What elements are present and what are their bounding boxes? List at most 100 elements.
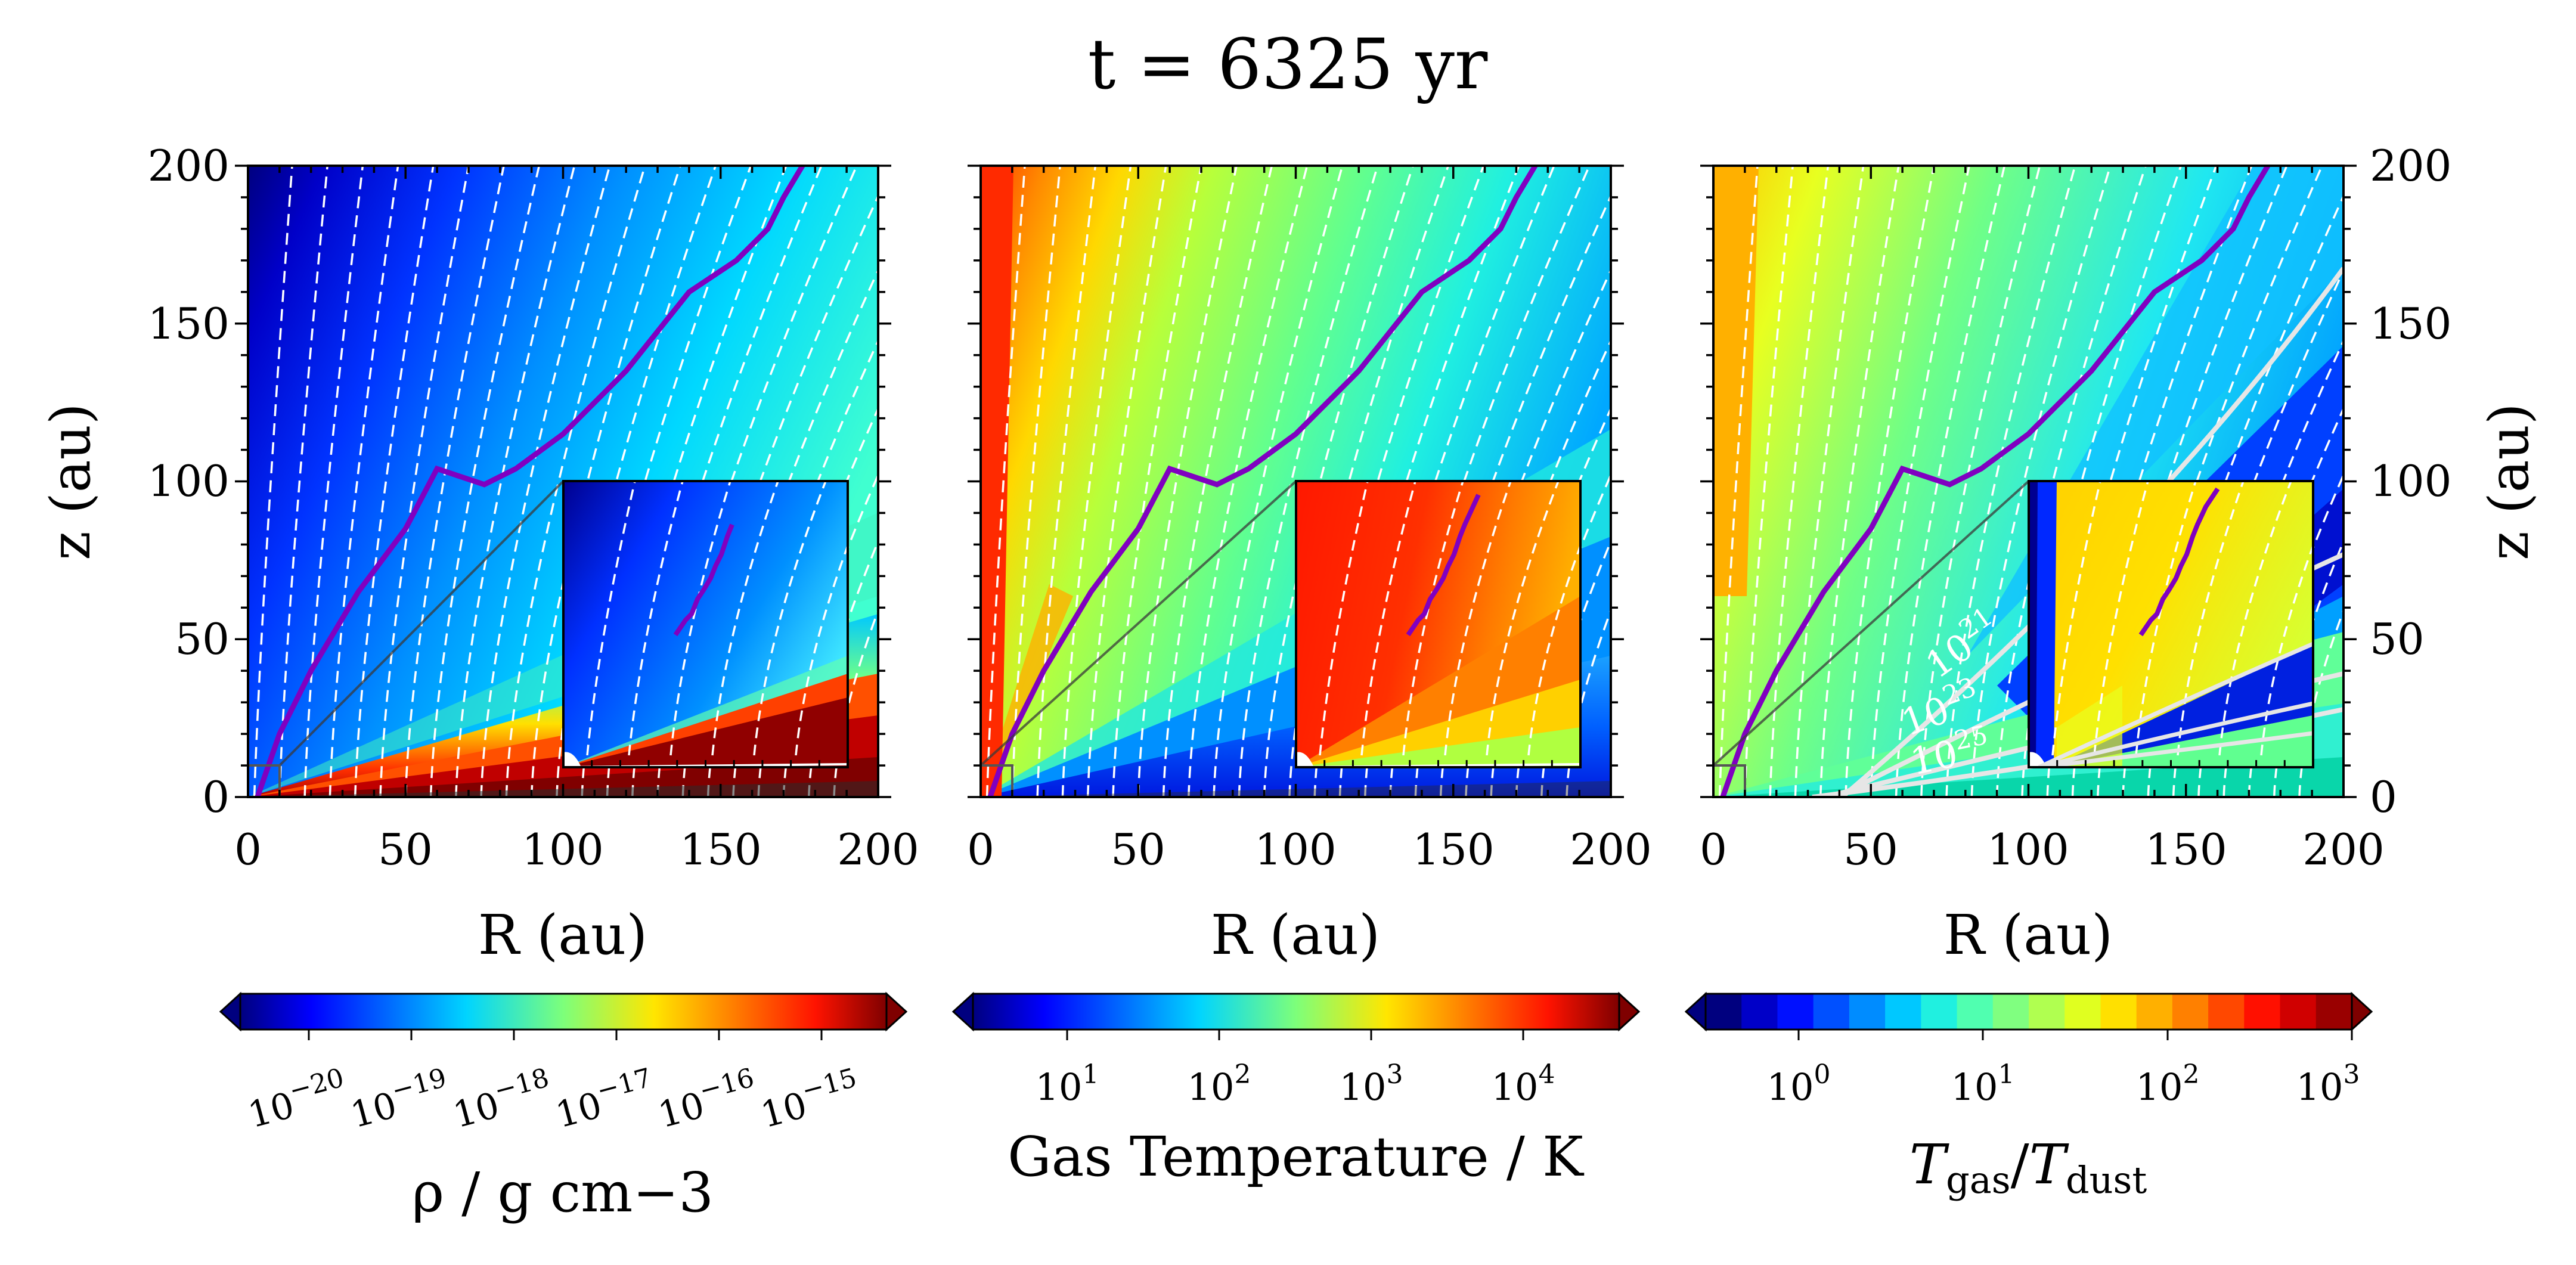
colorbar-tick-label: 10−17 xyxy=(550,1062,660,1136)
colorbar-tick-label: 102 xyxy=(2136,1059,2200,1109)
temperature-inset-connector xyxy=(979,480,1297,767)
ratio-inset-connector xyxy=(1712,480,2030,767)
density-panel: 0 50 100 150 200 0 50 100 150 200 R (au)… xyxy=(39,141,919,967)
streamline xyxy=(985,166,1026,797)
density-colorbar-tick-labels: 10−20 10−19 10−18 10−17 10−16 10−15 xyxy=(242,1062,865,1136)
density-colorbar-extend-low xyxy=(219,991,241,1032)
colorbar-tick-label: 100 xyxy=(1767,1059,1831,1109)
streamline xyxy=(1845,166,1935,797)
colorbar-tick-label: 10−19 xyxy=(345,1062,455,1136)
streamline xyxy=(278,166,328,797)
inset-streamline xyxy=(1319,481,1369,756)
ratio-xtick-label: 50 xyxy=(1843,824,1898,875)
density-inset-streamlines xyxy=(586,481,848,756)
inset-streamline xyxy=(586,481,636,756)
density-colorbar-ticks xyxy=(308,1030,823,1040)
inset-streamline xyxy=(669,481,731,756)
density-xtick-label: 100 xyxy=(522,824,603,875)
ratio-ylabel: z (au) xyxy=(2477,403,2541,560)
contour-label-base: 10 xyxy=(1907,731,1961,784)
inset-streamline xyxy=(2260,542,2313,756)
ratio-inset-purple-boundary xyxy=(2138,487,2220,637)
density-colorbar: 10−20 10−19 10−18 10−17 10−16 10−15 ρ / … xyxy=(219,991,908,1224)
density-inset xyxy=(562,480,849,768)
ratio-ytick-label: 50 xyxy=(2370,614,2425,664)
temperature-xtick-labels: 0 50 100 150 200 xyxy=(967,824,1652,875)
colorbar-segment xyxy=(1706,994,1743,1030)
streamline xyxy=(1036,166,1097,797)
colorbar-segment xyxy=(2136,994,2173,1030)
streamline xyxy=(429,166,541,797)
ratio-colorbar-ticks xyxy=(1797,1030,2353,1040)
temperature-colorbar-extend-low xyxy=(951,991,974,1032)
density-inset-connector xyxy=(278,480,565,767)
density-ticks xyxy=(235,165,891,798)
ratio-contour-labels: 1021 1023 1025 xyxy=(1896,602,1998,784)
streamline xyxy=(1188,166,1309,797)
temperature-inset xyxy=(1295,480,1582,768)
streamline xyxy=(1718,166,1759,797)
colorbar-segment xyxy=(1992,994,2029,1030)
inset-streamline xyxy=(628,481,684,756)
temperature-xtick-label: 150 xyxy=(1412,824,1494,875)
colorbar-tick-label: 104 xyxy=(1492,1059,1555,1109)
streamline xyxy=(1819,166,1900,797)
streamline xyxy=(379,166,470,797)
ratio-xtick-label: 100 xyxy=(1987,824,2069,875)
temperature-purple-boundary xyxy=(987,166,1538,797)
streamline xyxy=(1920,166,2041,797)
inset-streamline xyxy=(2093,481,2149,756)
inset-streamline xyxy=(2177,481,2245,756)
colorbar-segment xyxy=(1849,994,1886,1030)
inset-streamline xyxy=(1402,481,1464,756)
colorbar-segment xyxy=(2208,994,2245,1030)
streamline xyxy=(1794,166,1865,797)
density-colorbar-gradient xyxy=(240,994,886,1030)
temperature-colorbar-extend-high xyxy=(1618,991,1641,1032)
colorbar-tick-label: 103 xyxy=(1340,1059,1403,1109)
ratio-ytick-label: 150 xyxy=(2370,299,2451,349)
streamline xyxy=(1970,166,2112,797)
temperature-xtick-label: 200 xyxy=(1570,824,1651,875)
streamline xyxy=(455,166,576,797)
figure-title: t = 6325 yr xyxy=(1088,24,1488,105)
temperature-inset-purple-boundary xyxy=(1406,494,1481,637)
temperature-colorbar-tick-labels: 101 102 103 104 xyxy=(1036,1059,1555,1109)
inset-streamline xyxy=(2218,481,2292,756)
colorbar-tick-label: 101 xyxy=(1036,1059,1099,1109)
temperature-colorbar: 101 102 103 104 Gas Temperature / K xyxy=(951,991,1641,1189)
colorbar-segment xyxy=(2029,994,2066,1030)
streamline xyxy=(328,166,399,797)
colorbar-tick-label: 10−18 xyxy=(447,1062,557,1136)
colorbar-segment xyxy=(1813,994,1850,1030)
density-xlabel: R (au) xyxy=(478,903,647,967)
colorbar-tick-label: 10−15 xyxy=(755,1062,865,1136)
colorbar-tick-label: 10−20 xyxy=(242,1062,352,1136)
ratio-ytick-label: 0 xyxy=(2370,772,2397,822)
ratio-purple-boundary xyxy=(1720,166,2271,797)
temperature-colorbar-gradient xyxy=(973,994,1619,1030)
ratio-inset-streamlines xyxy=(2051,481,2313,756)
density-colorbar-label: ρ / g cm−3 xyxy=(412,1161,714,1224)
density-ylabel: z (au) xyxy=(39,403,103,560)
contour-label: 1025 xyxy=(1905,720,1994,783)
streamline xyxy=(480,166,611,797)
streamline xyxy=(1870,166,1970,797)
streamline xyxy=(1137,166,1238,797)
colorbar-tick-label: 10−16 xyxy=(652,1062,762,1136)
inset-streamline xyxy=(1444,481,1512,756)
ratio-xlabel: R (au) xyxy=(1943,903,2113,967)
ratio-xtick-label: 0 xyxy=(1700,824,1727,875)
temperature-xtick-label: 0 xyxy=(967,824,994,875)
inset-streamline xyxy=(1527,542,1580,756)
streamline xyxy=(1061,166,1132,797)
streamline xyxy=(354,166,435,797)
contour-label-exp: 25 xyxy=(1951,720,1990,756)
ratio-ytick-label: 200 xyxy=(2370,141,2451,191)
colorbar-tick-label: 101 xyxy=(1951,1059,2015,1109)
inset-streamline xyxy=(1360,481,1416,756)
ratio-inset xyxy=(2028,480,2314,768)
temperature-xlabel: R (au) xyxy=(1211,903,1380,967)
ratio-inset-contours xyxy=(2038,641,2313,767)
